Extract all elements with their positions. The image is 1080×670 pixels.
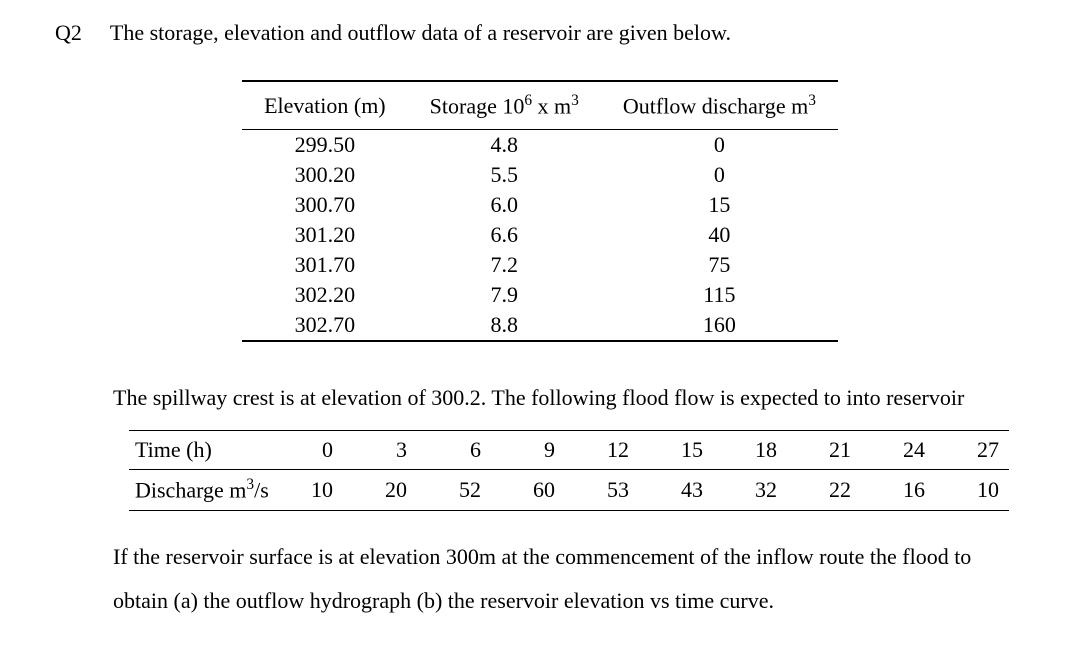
- table-row: Time (h) 0 3 6 9 12 15 18 21 24 27: [129, 431, 1009, 470]
- table-row: Discharge m3/s 10 20 52 60 53 43 32 22 1…: [129, 470, 1009, 510]
- mid-paragraph: The spillway crest is at elevation of 30…: [55, 376, 1025, 420]
- reservoir-table: Elevation (m) Storage 106 x m3 Outflow d…: [242, 80, 838, 342]
- table-row: 300.706.015: [242, 190, 838, 220]
- question-row: Q2 The storage, elevation and outflow da…: [55, 20, 1025, 46]
- col-header-elevation: Elevation (m): [242, 81, 408, 130]
- hydrograph-table-wrap: Time (h) 0 3 6 9 12 15 18 21 24 27 Disch…: [55, 430, 1025, 510]
- row-label-discharge: Discharge m3/s: [129, 470, 269, 510]
- col-header-outflow: Outflow discharge m3: [601, 81, 838, 130]
- table-row: 301.707.275: [242, 250, 838, 280]
- row-label-time: Time (h): [129, 431, 269, 470]
- col-header-storage: Storage 106 x m3: [408, 81, 601, 130]
- question-text: The storage, elevation and outflow data …: [110, 20, 1025, 46]
- table-row: 301.206.640: [242, 220, 838, 250]
- reservoir-table-wrap: Elevation (m) Storage 106 x m3 Outflow d…: [55, 80, 1025, 342]
- question-label: Q2: [55, 20, 82, 46]
- table-row: 299.504.80: [242, 130, 838, 161]
- table-row: 302.708.8160: [242, 310, 838, 341]
- table-row: 300.205.50: [242, 160, 838, 190]
- table-row: 302.207.9115: [242, 280, 838, 310]
- final-paragraph: If the reservoir surface is at elevation…: [55, 535, 1025, 623]
- hydrograph-table: Time (h) 0 3 6 9 12 15 18 21 24 27 Disch…: [129, 430, 1009, 510]
